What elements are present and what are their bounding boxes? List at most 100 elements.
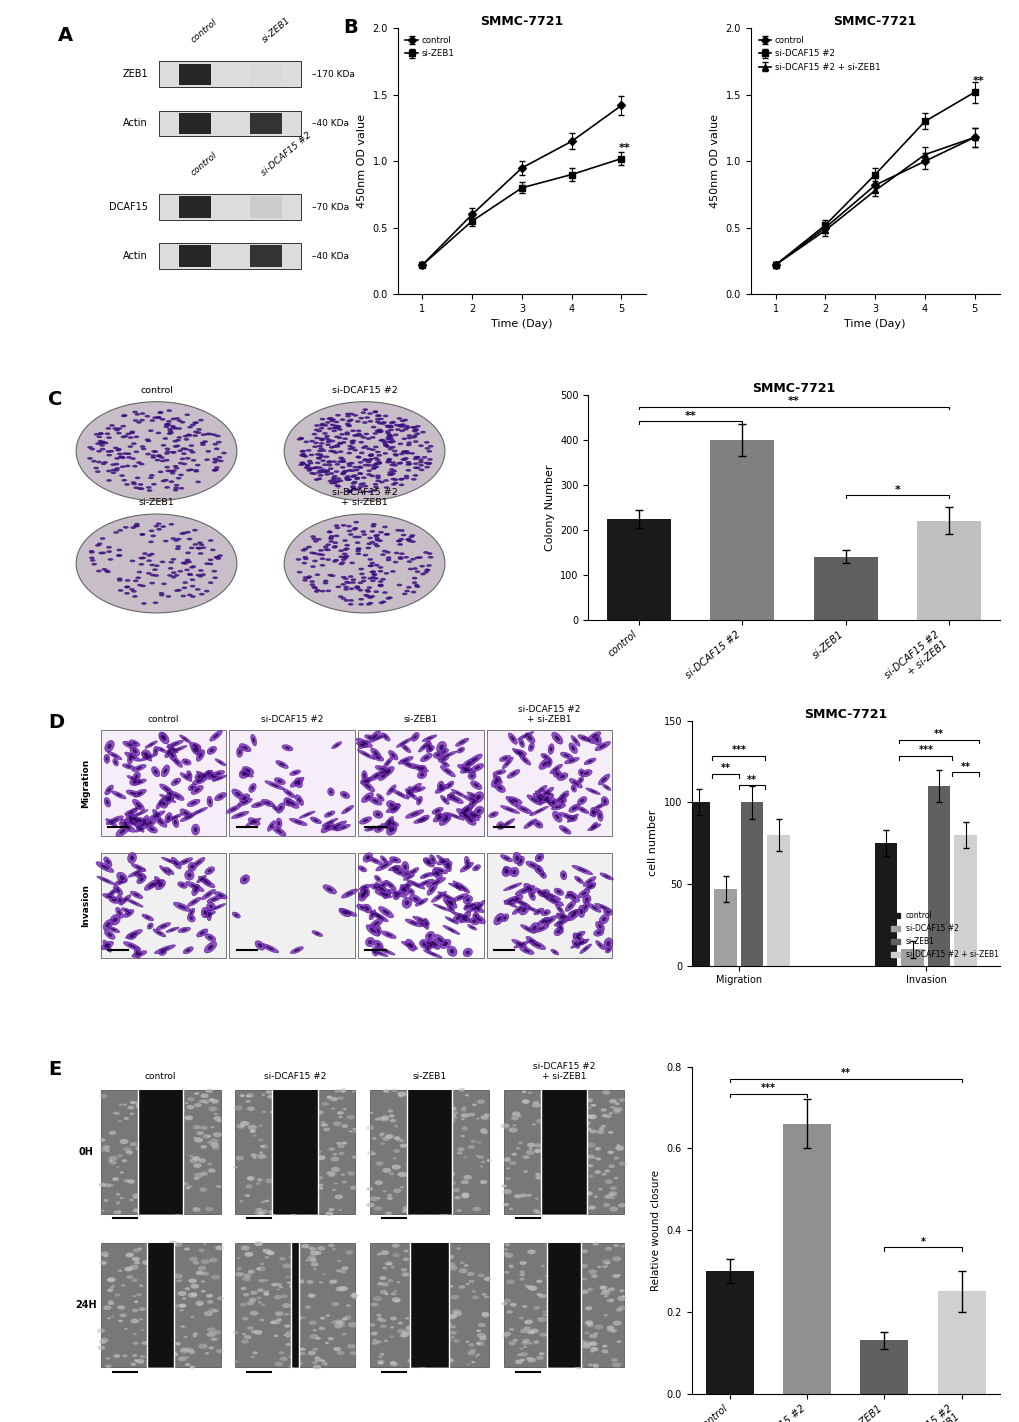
Ellipse shape (559, 870, 567, 880)
Circle shape (397, 1091, 406, 1096)
Circle shape (337, 596, 343, 599)
Circle shape (389, 1327, 394, 1328)
Circle shape (289, 1212, 297, 1216)
Circle shape (603, 1351, 607, 1354)
Circle shape (167, 428, 172, 431)
Circle shape (373, 590, 379, 593)
Ellipse shape (426, 941, 433, 946)
Ellipse shape (365, 937, 375, 947)
Circle shape (116, 427, 122, 429)
Circle shape (331, 445, 336, 448)
Circle shape (523, 1170, 528, 1173)
Circle shape (520, 1328, 528, 1334)
Circle shape (346, 445, 353, 448)
Circle shape (338, 1209, 342, 1212)
Circle shape (345, 1304, 351, 1307)
Circle shape (319, 427, 324, 429)
Circle shape (426, 565, 431, 567)
Circle shape (614, 1308, 623, 1311)
Circle shape (170, 1209, 174, 1212)
Circle shape (373, 456, 378, 459)
Circle shape (130, 1318, 139, 1324)
Circle shape (601, 1345, 607, 1348)
Ellipse shape (572, 940, 579, 948)
Circle shape (309, 439, 315, 442)
Ellipse shape (570, 894, 576, 899)
Ellipse shape (369, 772, 382, 781)
Circle shape (106, 546, 112, 549)
Circle shape (413, 428, 419, 431)
Circle shape (158, 1261, 163, 1264)
Circle shape (342, 438, 347, 439)
Bar (954, 835, 976, 966)
Circle shape (260, 1209, 268, 1214)
Ellipse shape (466, 809, 479, 820)
Ellipse shape (425, 741, 432, 752)
Text: ***: *** (760, 1084, 775, 1094)
Circle shape (300, 1116, 308, 1121)
Circle shape (263, 1290, 269, 1294)
Ellipse shape (467, 754, 482, 765)
Ellipse shape (269, 823, 273, 829)
Circle shape (366, 461, 371, 464)
Circle shape (334, 481, 340, 483)
Ellipse shape (145, 741, 157, 748)
Circle shape (195, 481, 201, 483)
Ellipse shape (469, 796, 478, 808)
Circle shape (501, 1185, 506, 1187)
Circle shape (377, 1361, 383, 1365)
Ellipse shape (362, 886, 367, 889)
Ellipse shape (576, 933, 581, 937)
Circle shape (411, 1249, 415, 1250)
Title: SMMC-7721: SMMC-7721 (833, 16, 916, 28)
Circle shape (314, 437, 320, 439)
Ellipse shape (477, 903, 482, 909)
Circle shape (312, 1361, 318, 1364)
Circle shape (581, 1344, 590, 1348)
Circle shape (173, 1241, 182, 1247)
Circle shape (389, 447, 395, 448)
Circle shape (343, 580, 350, 583)
Circle shape (420, 1155, 427, 1159)
Circle shape (251, 1355, 255, 1358)
Circle shape (438, 1351, 446, 1357)
Ellipse shape (255, 803, 261, 806)
Circle shape (366, 464, 372, 466)
Circle shape (166, 1193, 173, 1197)
Circle shape (533, 1341, 539, 1344)
Ellipse shape (242, 772, 247, 776)
Circle shape (192, 422, 198, 424)
Circle shape (326, 1096, 332, 1099)
Circle shape (156, 528, 162, 530)
Circle shape (200, 1094, 209, 1098)
Circle shape (334, 1183, 337, 1185)
Circle shape (374, 1180, 382, 1185)
Circle shape (358, 417, 364, 419)
Circle shape (166, 1155, 171, 1158)
Ellipse shape (238, 769, 250, 778)
Circle shape (256, 1297, 262, 1300)
Circle shape (198, 1266, 206, 1271)
Ellipse shape (133, 818, 142, 822)
Ellipse shape (464, 808, 469, 812)
Ellipse shape (207, 903, 215, 910)
Ellipse shape (515, 886, 535, 896)
Text: si-ZEB1: si-ZEB1 (404, 715, 437, 724)
Circle shape (308, 1294, 315, 1298)
Ellipse shape (341, 805, 354, 813)
Circle shape (433, 1246, 438, 1247)
Bar (291, 1243, 299, 1368)
Ellipse shape (536, 867, 540, 872)
Circle shape (175, 538, 181, 540)
Ellipse shape (435, 894, 442, 899)
Ellipse shape (511, 737, 515, 741)
Circle shape (372, 573, 377, 576)
Circle shape (398, 478, 404, 481)
Circle shape (373, 465, 379, 468)
Ellipse shape (409, 764, 428, 772)
Ellipse shape (596, 811, 602, 822)
Ellipse shape (556, 890, 560, 893)
Circle shape (453, 1116, 458, 1119)
Circle shape (133, 435, 140, 438)
Circle shape (367, 491, 372, 493)
